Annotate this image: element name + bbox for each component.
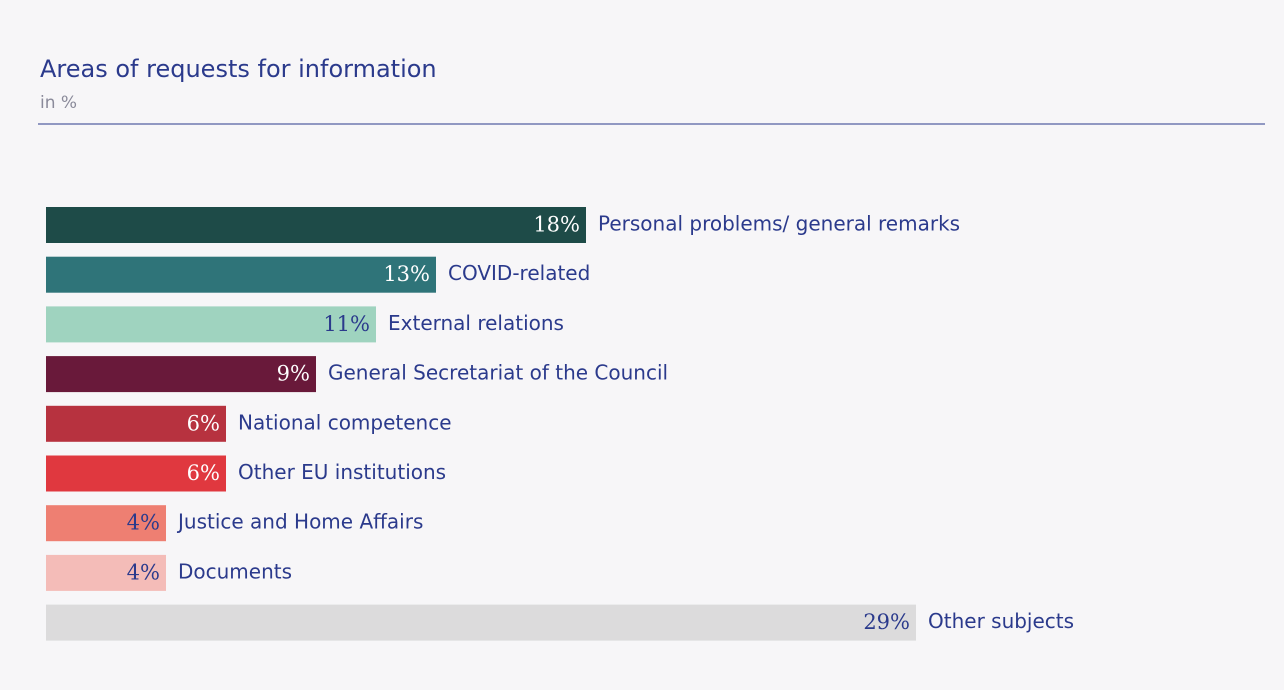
chart-title: Areas of requests for information [40, 55, 437, 83]
value-label: 4% [127, 560, 160, 584]
value-label: 18% [533, 213, 580, 237]
bar [46, 604, 916, 641]
bar [46, 554, 166, 591]
category-label: COVID-related [448, 261, 590, 285]
bar [46, 356, 316, 393]
value-label: 11% [323, 312, 370, 336]
category-label: National competence [238, 410, 452, 434]
category-label: Justice and Home Affairs [176, 510, 423, 534]
value-label: 29% [863, 610, 910, 634]
value-label: 6% [187, 411, 220, 435]
category-label: General Secretariat of the Council [328, 361, 668, 385]
category-label: Personal problems/ general remarks [598, 212, 960, 236]
bar [46, 306, 376, 343]
bar [46, 455, 226, 492]
value-label: 4% [127, 511, 160, 535]
bar [46, 505, 166, 542]
category-label: External relations [388, 311, 564, 335]
category-label: Other EU institutions [238, 460, 446, 484]
value-label: 13% [383, 262, 430, 286]
bar [46, 405, 226, 442]
category-label: Documents [178, 559, 292, 583]
bar [46, 207, 586, 243]
value-label: 6% [187, 461, 220, 485]
chart-subtitle: in % [40, 93, 77, 113]
bar [46, 256, 436, 293]
value-label: 9% [277, 362, 310, 386]
category-label: Other subjects [928, 609, 1074, 633]
